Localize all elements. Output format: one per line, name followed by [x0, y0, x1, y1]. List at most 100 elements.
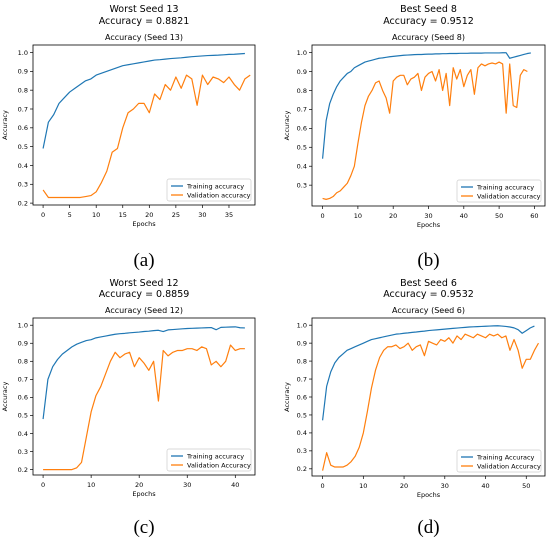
x-tick-label: 20 [135, 481, 143, 489]
y-tick-label: 0.8 [18, 358, 28, 366]
chart-title: Accuracy (Seed 6) [392, 306, 465, 315]
panel-label: (d) [417, 517, 439, 538]
y-tick-label: 0.5 [297, 411, 307, 419]
y-tick-label: 0.3 [297, 447, 307, 455]
legend-box [166, 448, 252, 472]
x-tick-label: 40 [460, 212, 468, 220]
x-tick-label: 5 [68, 211, 72, 219]
panel-label: (a) [133, 250, 154, 271]
y-tick-label: 0.6 [297, 393, 307, 401]
legend-entry: Validation Accuracy [187, 461, 251, 469]
x-tick-label: 30 [424, 212, 432, 220]
x-tick-label: 0 [41, 481, 45, 489]
y-axis-label: Accuracy [283, 382, 291, 412]
legend-entry: Validation accuracy [477, 192, 541, 200]
y-axis-label: Accuracy [1, 382, 9, 412]
x-tick-label: 0 [321, 212, 325, 220]
y-tick-label: 0.4 [18, 162, 28, 170]
y-tick-label: 0.2 [18, 199, 28, 207]
y-tick-label: 0.6 [18, 124, 28, 132]
validation-accuracy-line [322, 61, 528, 200]
x-tick-label: 15 [119, 211, 127, 219]
y-tick-label: 0.2 [297, 465, 307, 473]
x-tick-label: 20 [400, 482, 408, 490]
y-tick-label: 0.8 [297, 87, 307, 95]
x-tick-label: 30 [183, 481, 191, 489]
y-tick-label: 0.8 [18, 86, 28, 94]
x-tick-label: 40 [481, 482, 489, 490]
legend-entry: Training Accuracy [476, 453, 535, 461]
legend-box [456, 179, 542, 203]
chart-subtitle: Accuracy = 0.9532 [383, 289, 474, 300]
chart-suptitle: Best Seed 8 [400, 4, 457, 15]
x-tick-label: 25 [172, 211, 180, 219]
x-tick-label: 10 [92, 211, 100, 219]
x-tick-label: 10 [354, 212, 362, 220]
y-tick-label: 1.0 [297, 321, 307, 329]
legend-entry: Training accuracy [476, 183, 534, 191]
x-tick-label: 0 [41, 211, 45, 219]
y-tick-label: 0.5 [18, 412, 28, 420]
training-accuracy-line [42, 326, 245, 420]
y-tick-label: 0.6 [297, 125, 307, 133]
x-tick-label: 20 [145, 211, 153, 219]
plot-frame [32, 317, 256, 476]
plot-frame [32, 44, 256, 206]
y-tick-label: 0.7 [297, 375, 307, 383]
y-axis-label: Accuracy [1, 110, 9, 140]
x-axis-label: Epochs [417, 491, 441, 499]
chart-suptitle: Best Seed 6 [400, 278, 457, 289]
y-tick-label: 0.9 [18, 340, 28, 348]
x-tick-label: 30 [441, 482, 449, 490]
legend-entry: Training accuracy [186, 452, 244, 460]
y-tick-label: 0.3 [18, 181, 28, 189]
x-tick-label: 10 [87, 481, 95, 489]
y-tick-label: 0.3 [297, 181, 307, 189]
y-tick-label: 0.6 [18, 394, 28, 402]
chart-title: Accuracy (Seed 8) [392, 33, 465, 42]
x-tick-label: 30 [198, 211, 206, 219]
x-axis-label: Epochs [417, 221, 441, 229]
y-tick-label: 0.4 [297, 429, 307, 437]
y-tick-label: 0.4 [18, 430, 28, 438]
y-tick-label: 0.7 [297, 106, 307, 114]
validation-accuracy-line [43, 344, 245, 471]
y-axis-label: Accuracy [283, 111, 291, 141]
x-tick-label: 10 [359, 482, 367, 490]
legend-entry: Training accuracy [186, 182, 244, 190]
y-tick-label: 0.7 [18, 376, 28, 384]
legend-box [456, 449, 542, 473]
y-tick-label: 0.7 [18, 105, 28, 113]
chart-subtitle: Accuracy = 0.8821 [99, 16, 190, 27]
chart-suptitle: Worst Seed 13 [109, 4, 178, 15]
y-tick-label: 0.9 [297, 68, 307, 76]
y-tick-label: 0.9 [297, 339, 307, 347]
y-tick-label: 1.0 [297, 49, 307, 57]
panel-label: (b) [417, 250, 439, 271]
chart-subtitle: Accuracy = 0.8859 [99, 289, 190, 300]
y-tick-label: 1.0 [18, 49, 28, 57]
chart-subtitle: Accuracy = 0.9512 [383, 16, 474, 27]
legend-box [166, 178, 252, 202]
legend-entry: Validation Accuracy [477, 462, 541, 470]
y-tick-label: 0.8 [297, 357, 307, 365]
x-tick-label: 0 [321, 482, 325, 490]
x-tick-label: 50 [495, 212, 503, 220]
y-tick-label: 0.9 [18, 68, 28, 76]
x-tick-label: 40 [231, 481, 239, 489]
x-tick-label: 50 [522, 482, 530, 490]
chart-title: Accuracy (Seed 13) [105, 33, 183, 42]
y-tick-label: 0.4 [297, 163, 307, 171]
training-accuracy-line [321, 325, 535, 421]
chart-title: Accuracy (Seed 12) [105, 306, 183, 315]
